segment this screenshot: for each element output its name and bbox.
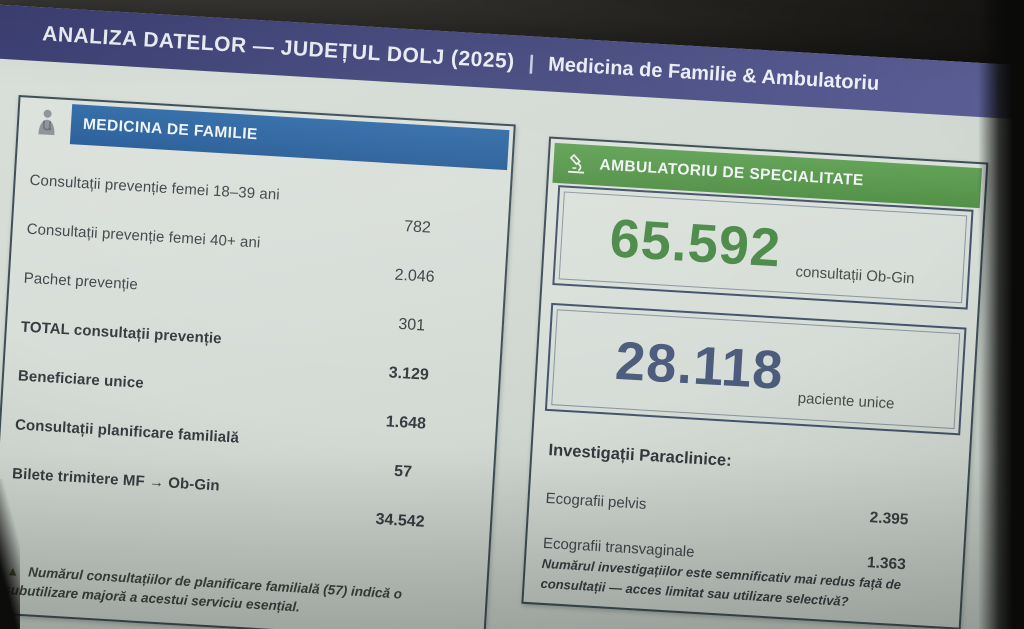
row-value: 2.046 — [394, 266, 436, 286]
row-value: 782 — [403, 218, 432, 237]
medic-badge-icon — [22, 101, 72, 144]
ambulatoriu-panel: AMBULATORIU DE SPECIALITATE 65.592 consu… — [521, 136, 989, 629]
row-value: 57 — [393, 462, 413, 481]
right-panel-title-bar: AMBULATORIU DE SPECIALITATE — [552, 142, 983, 209]
stat-value: 65.592 — [608, 208, 783, 279]
investigatii-section-title: Investigații Paraclinice: — [548, 441, 733, 470]
left-panel-title: MEDICINA DE FAMILIE — [69, 104, 510, 171]
row-label: Ecografii pelvis — [545, 489, 647, 513]
stat-box-paciente: 28.118 paciente unice — [544, 302, 967, 436]
room-dark-edge-bottom-left — [0, 479, 20, 629]
left-panel-header: MEDICINA DE FAMILIE — [22, 101, 510, 171]
row-value: 3.129 — [388, 364, 430, 384]
row-label: Pachet prevenție — [23, 269, 139, 294]
row-value: 2.395 — [869, 509, 909, 529]
row-value: 1.648 — [385, 413, 427, 433]
row-label: Consultații prevenție femei 18–39 ani — [29, 171, 281, 204]
stat-unit-label: consultații Ob-Gin — [795, 263, 916, 288]
stat-unit-label: paciente unice — [797, 389, 895, 413]
microscope-icon — [565, 153, 588, 176]
title-divider: | — [527, 51, 535, 74]
footnote-text: Numărul consultațiilor de planificare fa… — [2, 563, 403, 615]
left-panel-footnote: ▲Numărul consultațiilor de planificare f… — [3, 561, 471, 628]
slide-title-subtitle: Medicina de Familie & Ambulatoriu — [547, 52, 880, 95]
medicina-de-familie-panel: MEDICINA DE FAMILIE Consultații prevenți… — [0, 94, 516, 629]
slide: ANALIZA DATELOR — JUDEȚUL DOLJ (2025) | … — [0, 4, 1024, 629]
left-panel-rows: Consultații prevenție femei 18–39 ani 78… — [0, 169, 509, 541]
row-value: 34.542 — [375, 510, 426, 531]
row-value: 301 — [397, 315, 426, 335]
stat-value: 28.118 — [613, 330, 786, 401]
slide-title-main: ANALIZA DATELOR — JUDEȚUL DOLJ (2025) — [41, 22, 516, 74]
room-dark-edge-right — [978, 0, 1024, 629]
right-panel-header: AMBULATORIU DE SPECIALITATE — [552, 142, 983, 209]
right-panel-title: AMBULATORIU DE SPECIALITATE — [599, 156, 865, 190]
row-label: Beneficiare unice — [17, 367, 145, 392]
